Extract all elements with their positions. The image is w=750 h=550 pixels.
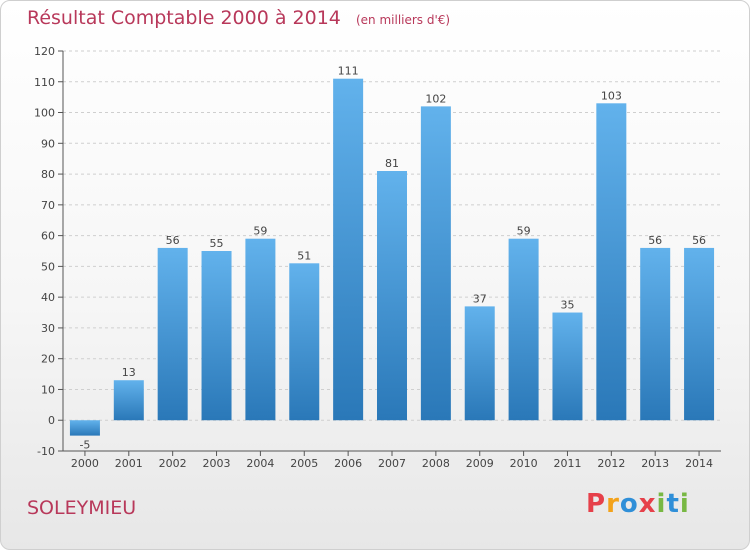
y-tick-label: 120 bbox=[34, 45, 55, 58]
x-tick-label: 2013 bbox=[641, 457, 669, 470]
y-tick-label: 110 bbox=[34, 76, 55, 89]
value-label: 13 bbox=[122, 366, 136, 379]
y-tick-label: 100 bbox=[34, 107, 55, 120]
value-label: 103 bbox=[601, 89, 622, 102]
x-tick-label: 2009 bbox=[466, 457, 494, 470]
y-tick-label: 30 bbox=[41, 322, 55, 335]
value-label: 81 bbox=[385, 157, 399, 170]
chart-title-main: Résultat Comptable 2000 à 2014 bbox=[27, 7, 341, 29]
y-tick-label: 70 bbox=[41, 199, 55, 212]
bar-2002 bbox=[157, 247, 188, 421]
bar-2003 bbox=[201, 251, 232, 421]
x-tick-label: 2011 bbox=[553, 457, 581, 470]
bar-2001 bbox=[113, 380, 144, 421]
x-tick-label: 2012 bbox=[597, 457, 625, 470]
bar-2012 bbox=[596, 103, 627, 421]
logo-letter: t bbox=[666, 489, 680, 519]
value-label: 55 bbox=[210, 237, 224, 250]
value-label: 59 bbox=[517, 225, 531, 238]
x-tick-label: 2005 bbox=[290, 457, 318, 470]
bar-2009 bbox=[464, 306, 495, 421]
value-label: 111 bbox=[338, 65, 359, 78]
proxiti-logo: Proxiti bbox=[586, 489, 690, 519]
value-label: -5 bbox=[79, 439, 90, 452]
y-tick-label: 90 bbox=[41, 137, 55, 150]
x-tick-label: 2010 bbox=[510, 457, 538, 470]
logo-letter: i bbox=[679, 489, 690, 519]
chart-title: Résultat Comptable 2000 à 2014 (en milli… bbox=[27, 7, 450, 29]
value-label: 35 bbox=[560, 299, 574, 312]
value-labels: -5 13 56 55 59 51 111 81 102 37 59 35 103 56 56 bbox=[79, 65, 706, 452]
bar-2007 bbox=[377, 171, 407, 421]
bar-2010 bbox=[508, 238, 539, 421]
y-tick-label: 20 bbox=[41, 353, 55, 366]
y-tick-label: 0 bbox=[48, 414, 55, 427]
x-tick-label: 2014 bbox=[685, 457, 713, 470]
y-tick-label: 60 bbox=[41, 230, 55, 243]
logo-letter: P bbox=[586, 489, 607, 519]
bar-2008 bbox=[420, 106, 451, 421]
x-tick-label: 2007 bbox=[378, 457, 406, 470]
x-tick-label: 2006 bbox=[334, 457, 362, 470]
bar-2005 bbox=[289, 263, 320, 421]
logo-letter: r bbox=[606, 489, 620, 519]
logo-letter: i bbox=[656, 489, 667, 519]
bar-2014 bbox=[684, 247, 715, 421]
x-tick-label: 2004 bbox=[246, 457, 274, 470]
bar-2004 bbox=[245, 238, 276, 421]
x-tick-label: 2001 bbox=[115, 457, 143, 470]
value-label: 56 bbox=[692, 234, 706, 247]
value-label: 51 bbox=[297, 249, 311, 262]
value-label: 102 bbox=[425, 92, 446, 105]
axes: -10 0 10 20 30 40 50 60 70 80 90 100 110 120 2000 2001 2… bbox=[34, 45, 721, 470]
logo-letter: o bbox=[619, 489, 639, 519]
logo-letter: x bbox=[638, 489, 657, 519]
y-tick-label: -10 bbox=[37, 445, 55, 458]
x-tick-label: 2008 bbox=[422, 457, 450, 470]
x-tick-label: 2003 bbox=[203, 457, 231, 470]
location-name: SOLEYMIEU bbox=[27, 497, 137, 519]
y-tick-label: 80 bbox=[41, 168, 55, 181]
value-label: 56 bbox=[166, 234, 180, 247]
y-tick-label: 10 bbox=[41, 383, 55, 396]
bar-2013 bbox=[640, 247, 671, 421]
value-label: 59 bbox=[253, 225, 267, 238]
bar-2006 bbox=[333, 78, 364, 421]
y-tick-label: 40 bbox=[41, 291, 55, 304]
value-label: 37 bbox=[473, 292, 487, 305]
bars bbox=[69, 78, 715, 436]
y-tick-label: 50 bbox=[41, 260, 55, 273]
x-tick-label: 2000 bbox=[71, 457, 99, 470]
x-tick-label: 2002 bbox=[159, 457, 187, 470]
value-label: 56 bbox=[648, 234, 662, 247]
bar-2011 bbox=[552, 312, 583, 421]
bar-2000 bbox=[69, 420, 100, 436]
chart-title-unit: (en milliers d'€) bbox=[355, 13, 451, 27]
